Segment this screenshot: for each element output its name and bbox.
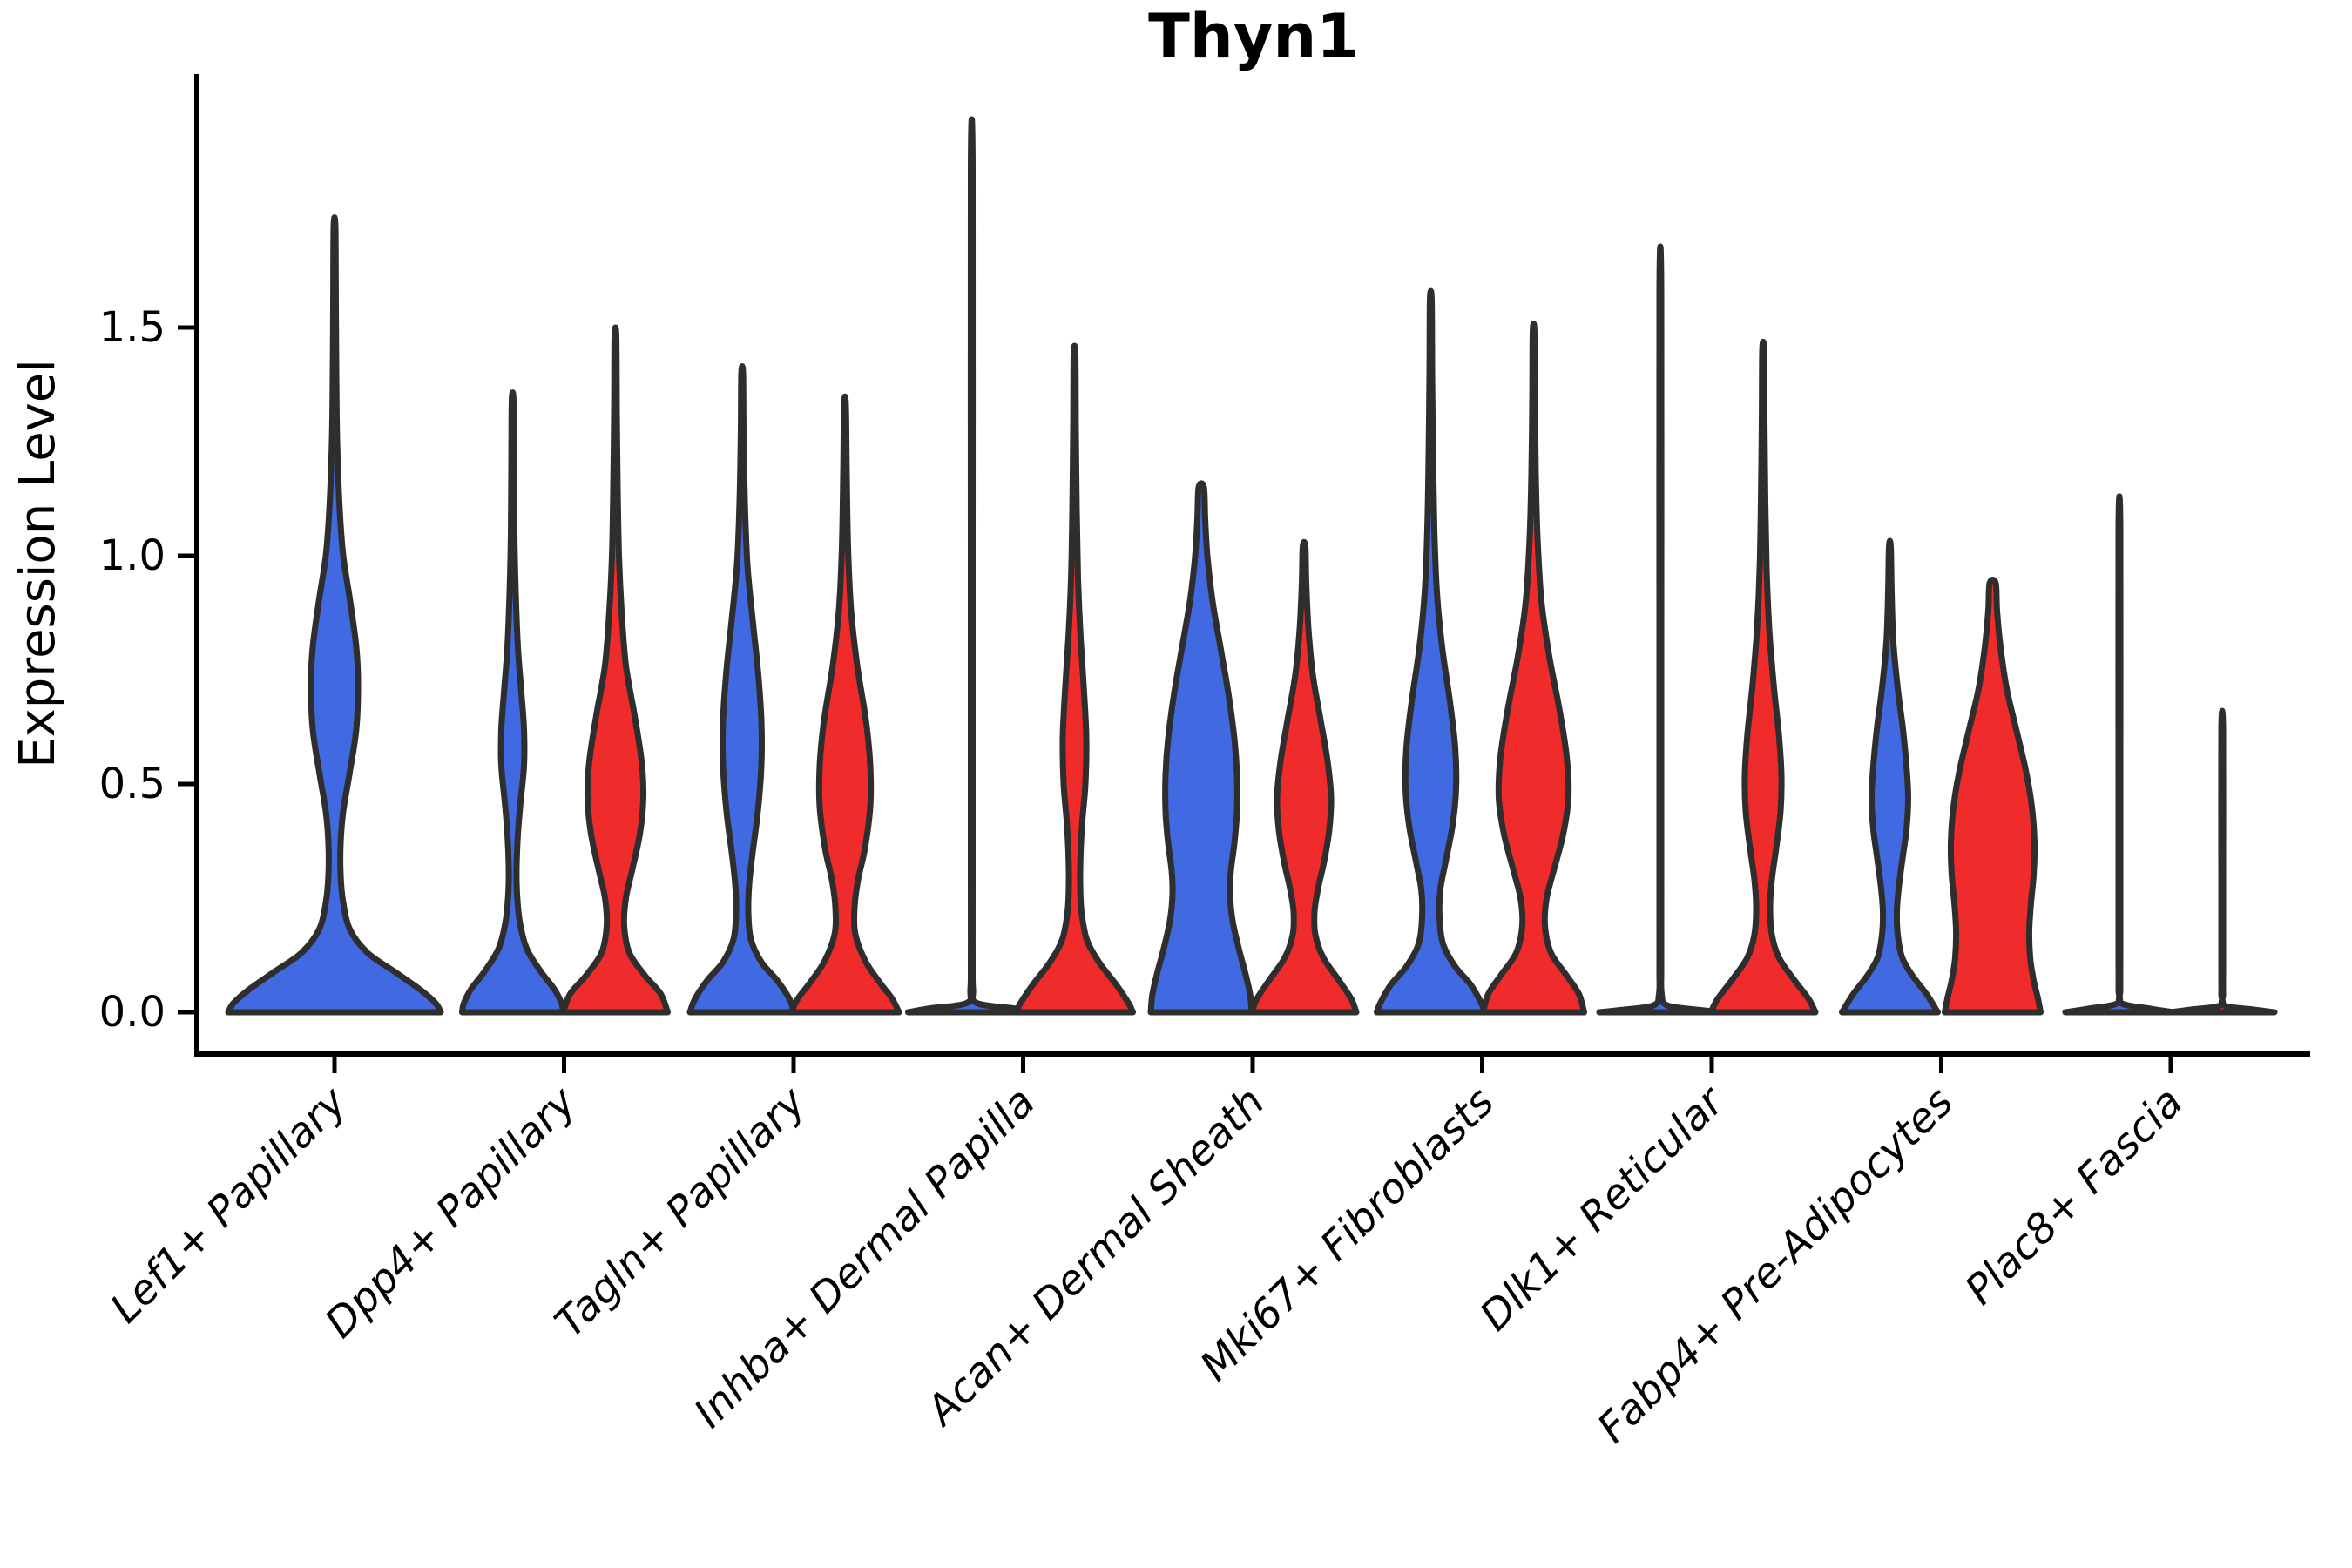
violin-plac8-fascia-blue [2062, 493, 2177, 1016]
y-tick-label-2: 1.0 [99, 531, 166, 580]
violin-dlk1-reticular-red [1707, 338, 1819, 1016]
x-tick-label-2: Tagln+ Papillary [546, 1078, 816, 1348]
violin-lef1-papillary-blue [225, 214, 444, 1016]
y-tick-label-3: 1.5 [99, 303, 166, 352]
violin-inhba-dermal-papilla-red [1013, 342, 1136, 1016]
violin-dlk1-reticular-blue [1596, 243, 1725, 1016]
violin-acan-dermal-sheath-blue [1147, 480, 1255, 1016]
x-tick-label-6: Dlk1+ Reticular [1471, 1077, 1735, 1341]
violin-tagln-papillary-red [787, 393, 902, 1016]
violin-dpp4-papillary-blue [459, 389, 566, 1016]
violin-acan-dermal-sheath-red [1248, 538, 1360, 1016]
violin-dpp4-papillary-red [560, 324, 671, 1016]
chart-title: Thyn1 [1148, 1, 1359, 72]
violin-fabp4-pre-adipocytes-red [1942, 577, 2044, 1016]
violin-fabp4-pre-adipocytes-blue [1839, 537, 1941, 1016]
x-tick-label-1: Dpp4+ Papillary [316, 1078, 586, 1348]
x-tick-label-0: Lef1+ Papillary [101, 1078, 356, 1333]
ticks-layer [178, 325, 2173, 1073]
violin-inhba-dermal-papilla-blue [905, 116, 1038, 1016]
y-tick-label-0: 0.0 [99, 988, 166, 1037]
x-tick-label-8: Plac8+ Fascia [1956, 1078, 2192, 1315]
violin-plac8-fascia-red [2166, 707, 2278, 1016]
violin-mki67-fibroblasts-red [1480, 320, 1587, 1016]
y-axis-label: Expression Level [10, 359, 66, 768]
violins-layer [225, 116, 2278, 1016]
y-tick-label-1: 0.5 [99, 760, 166, 808]
y-tick-labels: 0.0 0.5 1.0 1.5 [99, 303, 166, 1037]
violin-tagln-papillary-blue [686, 363, 798, 1016]
violin-mki67-fibroblasts-blue [1374, 287, 1488, 1016]
